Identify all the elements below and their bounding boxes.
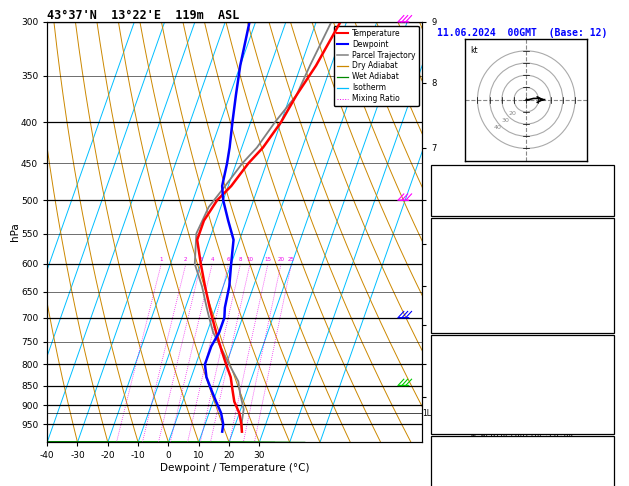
Text: θₑ(K): θₑ(K) — [441, 272, 467, 281]
Y-axis label: km
ASL: km ASL — [448, 223, 465, 242]
Text: K: K — [441, 171, 446, 180]
Text: PW (cm): PW (cm) — [441, 203, 477, 212]
Text: © weatheronline.co.uk: © weatheronline.co.uk — [471, 430, 574, 439]
FancyBboxPatch shape — [431, 435, 614, 486]
X-axis label: Dewpoint / Temperature (°C): Dewpoint / Temperature (°C) — [160, 463, 309, 473]
Text: 43°37'N  13°22'E  119m  ASL: 43°37'N 13°22'E 119m ASL — [47, 9, 240, 22]
Text: Totals Totals: Totals Totals — [441, 187, 509, 196]
Text: 8: 8 — [239, 257, 242, 262]
Text: 23.7: 23.7 — [587, 240, 608, 249]
Text: 20: 20 — [277, 257, 284, 262]
Y-axis label: hPa: hPa — [9, 223, 19, 242]
Text: 2: 2 — [184, 257, 187, 262]
Text: 15: 15 — [264, 257, 271, 262]
Text: 10: 10 — [247, 257, 253, 262]
Text: 124: 124 — [592, 473, 608, 483]
Text: 79: 79 — [598, 457, 608, 467]
Text: Temp (°C): Temp (°C) — [441, 240, 488, 249]
Text: EH: EH — [441, 457, 451, 467]
Text: 46: 46 — [598, 187, 608, 196]
Text: 996: 996 — [592, 357, 608, 365]
FancyBboxPatch shape — [431, 218, 614, 333]
Text: 11.06.2024  00GMT  (Base: 12): 11.06.2024 00GMT (Base: 12) — [437, 28, 608, 38]
Text: 1: 1 — [160, 257, 163, 262]
Text: Lifted Index: Lifted Index — [441, 288, 504, 296]
Text: θₑ (K): θₑ (K) — [441, 373, 472, 382]
Text: SREH: SREH — [441, 473, 462, 483]
Text: 1LCL: 1LCL — [422, 409, 441, 417]
Text: Hodograph: Hodograph — [498, 442, 547, 451]
Text: CIN (J): CIN (J) — [441, 320, 477, 329]
Text: 25: 25 — [288, 257, 295, 262]
Text: Pressure (mb): Pressure (mb) — [441, 357, 509, 365]
Text: 3: 3 — [199, 257, 203, 262]
Text: CAPE (J): CAPE (J) — [441, 304, 482, 312]
Text: 1: 1 — [603, 389, 608, 398]
Text: CAPE (J): CAPE (J) — [441, 404, 482, 414]
Text: 19: 19 — [598, 171, 608, 180]
Text: Most Unstable: Most Unstable — [487, 341, 557, 349]
Text: CIN (J): CIN (J) — [441, 420, 477, 430]
Text: Lifted Index: Lifted Index — [441, 389, 504, 398]
Text: Dewp (°C): Dewp (°C) — [441, 256, 488, 265]
Text: 6: 6 — [226, 257, 230, 262]
Text: 0: 0 — [603, 304, 608, 312]
FancyBboxPatch shape — [431, 335, 614, 434]
Legend: Temperature, Dewpoint, Parcel Trajectory, Dry Adiabat, Wet Adiabat, Isotherm, Mi: Temperature, Dewpoint, Parcel Trajectory… — [333, 26, 418, 106]
Text: 0: 0 — [603, 404, 608, 414]
Text: 16.8: 16.8 — [587, 256, 608, 265]
Text: 4: 4 — [211, 257, 214, 262]
Text: 332: 332 — [592, 373, 608, 382]
Text: 2.7: 2.7 — [592, 203, 608, 212]
Text: Surface: Surface — [504, 224, 541, 233]
Text: 291: 291 — [592, 420, 608, 430]
Text: 1: 1 — [603, 288, 608, 296]
Text: 332: 332 — [592, 272, 608, 281]
FancyBboxPatch shape — [431, 165, 614, 216]
Text: 291: 291 — [592, 320, 608, 329]
